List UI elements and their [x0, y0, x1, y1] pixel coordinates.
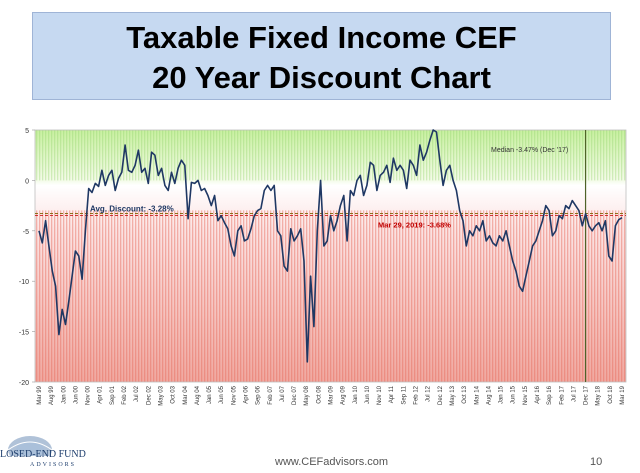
x-tick-label: Jan 05 — [207, 385, 213, 404]
x-tick-label: Jul 17 — [571, 385, 577, 402]
x-tick-label: Oct 08 — [316, 385, 322, 403]
page-number: 10 — [590, 456, 603, 468]
x-tick-label: May 03 — [158, 385, 164, 405]
footer-url[interactable]: www.CEFadvisors.com — [275, 456, 389, 468]
y-tick-label: 0 — [25, 178, 29, 185]
x-tick-label: Nov 05 — [231, 385, 237, 405]
series-layer — [38, 129, 623, 363]
x-tick-label: Aug 09 — [341, 385, 347, 405]
x-tick-label: Feb 12 — [414, 385, 420, 404]
x-tick-label: Feb 02 — [122, 385, 128, 404]
median-label: Median -3.47% (Dec '17) — [491, 147, 568, 154]
x-tick-label: Oct 03 — [171, 385, 177, 403]
x-tick-label: Sep 01 — [110, 385, 116, 405]
x-tick-label: Dec 02 — [146, 385, 152, 405]
x-tick-label: Jun 05 — [219, 385, 225, 404]
x-tick-label: Jul 02 — [134, 385, 140, 402]
x-tick-label: Jun 15 — [511, 385, 517, 404]
y-tick-label: -10 — [19, 279, 29, 286]
x-tick-label: Oct 18 — [608, 385, 614, 403]
x-tick-label: Aug 14 — [486, 385, 492, 405]
x-tick-label: May 18 — [596, 385, 602, 405]
x-tick-label: Mar 04 — [183, 385, 189, 404]
avg-discount-label: Avg. Discount: -3.28% — [90, 204, 174, 213]
x-tick-label: Dec 12 — [438, 385, 444, 405]
title-box: Taxable Fixed Income CEF 20 Year Discoun… — [32, 12, 611, 100]
logo-text: LOSED-END FUND — [0, 449, 86, 460]
x-tick-label: Mar 99 — [37, 385, 43, 404]
negative-zone — [35, 210, 626, 382]
x-tick-label: Jun 00 — [73, 385, 79, 404]
x-tick-label: May 08 — [304, 385, 310, 405]
logo-subtext: ADVISORS — [30, 462, 77, 468]
x-axis: Mar 99 Aug 99 Jan 00 Jun 00 Nov 00 Apr 01 Sep … — [37, 385, 626, 405]
x-tick-label: Mar 19 — [620, 385, 626, 404]
x-tick-label: Sep 06 — [256, 385, 262, 405]
x-tick-label: Jun 10 — [365, 385, 371, 404]
positive-zone — [35, 130, 626, 181]
y-tick-label: -5 — [23, 229, 29, 236]
x-tick-label: Nov 15 — [523, 385, 529, 405]
x-tick-label: Mar 09 — [329, 385, 335, 404]
x-tick-label: Feb 17 — [559, 385, 565, 404]
x-tick-label: Apr 06 — [243, 385, 249, 403]
x-tick-label: Dec 17 — [584, 385, 590, 405]
x-tick-label: Jan 00 — [61, 385, 67, 404]
discount-series-line — [38, 129, 623, 363]
x-tick-label: Feb 07 — [268, 385, 274, 404]
x-tick-label: Mar 14 — [474, 385, 480, 404]
y-tick-label: -15 — [19, 330, 29, 337]
x-tick-label: May 13 — [450, 385, 456, 405]
x-tick-label: Apr 11 — [389, 385, 395, 403]
y-tick-label: -20 — [19, 380, 29, 387]
x-tick-label: Jan 15 — [499, 385, 505, 404]
x-tick-label: Nov 10 — [377, 385, 383, 405]
chart-title-line-2: 20 Year Discount Chart — [152, 60, 491, 95]
x-tick-label: Jul 12 — [426, 385, 432, 402]
plot-border — [34, 129, 627, 383]
x-tick-label: Apr 16 — [535, 385, 541, 403]
y-tick-label: 5 — [25, 128, 29, 135]
y-axis: 5 0 -5 -10 -15 -20 — [19, 128, 35, 387]
x-tick-label: Aug 04 — [195, 385, 201, 405]
x-tick-label: Apr 01 — [98, 385, 104, 403]
plot-background — [34, 129, 627, 383]
x-tick-label: Sep 16 — [547, 385, 553, 405]
annotation-layer: Avg. Discount: -3.28% Median -3.47% (Dec … — [90, 147, 568, 229]
company-logo — [0, 428, 80, 473]
current-discount-label: Mar 29, 2019: -3.68% — [378, 220, 451, 229]
x-tick-label: Jul 07 — [280, 385, 286, 402]
x-tick-label: Nov 00 — [86, 385, 92, 405]
x-tick-label: Oct 13 — [462, 385, 468, 403]
x-tick-label: Jan 10 — [353, 385, 359, 404]
x-tick-label: Dec 07 — [292, 385, 298, 405]
x-tick-label: Aug 99 — [49, 385, 55, 405]
discount-chart: 5 0 -5 -10 -15 -20 Mar 99 Aug 99 Jan 00 Jun 00 No… — [19, 128, 627, 406]
chart-title-line-1: Taxable Fixed Income CEF — [126, 20, 517, 55]
x-tick-label: Sep 11 — [401, 385, 407, 404]
